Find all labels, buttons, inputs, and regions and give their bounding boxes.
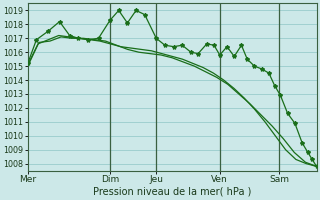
X-axis label: Pression niveau de la mer( hPa ): Pression niveau de la mer( hPa ) <box>93 187 251 197</box>
